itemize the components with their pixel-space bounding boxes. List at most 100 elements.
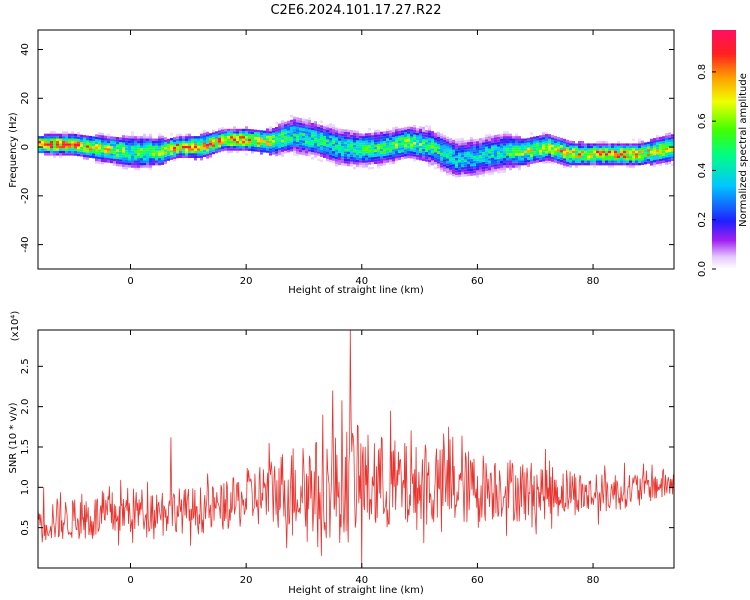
heatmap-cell (251, 151, 254, 154)
heatmap-cell (560, 147, 563, 150)
heatmap-cell (206, 153, 209, 157)
heatmap-cell (59, 136, 62, 139)
heatmap-cell (665, 138, 668, 141)
heatmap-cell (350, 159, 353, 162)
heatmap-cell (515, 133, 518, 137)
heatmap-cell (164, 149, 167, 152)
heatmap-cell (437, 131, 440, 135)
heatmap-cell (227, 133, 230, 137)
heatmap-cell (74, 133, 77, 137)
x-tick-label: 80 (587, 575, 600, 586)
heatmap-cell (128, 138, 131, 141)
heatmap-cell (293, 136, 296, 139)
heatmap-cell (452, 142, 455, 145)
heatmap-cell (434, 149, 437, 153)
heatmap-cell (671, 158, 674, 162)
heatmap-cell (65, 136, 68, 139)
heatmap-cell (524, 148, 527, 151)
heatmap-cell (128, 145, 131, 148)
heatmap-cell (500, 138, 503, 142)
heatmap-cell (527, 159, 530, 163)
heatmap-cell (659, 163, 662, 167)
heatmap-cell (293, 126, 296, 129)
heatmap-cell (611, 145, 614, 149)
heatmap-cell (410, 129, 413, 132)
heatmap-cell (77, 134, 80, 137)
heatmap-cell (38, 136, 41, 139)
heatmap-cell (359, 165, 362, 168)
heatmap-cell (509, 136, 512, 139)
heatmap-cell (155, 150, 158, 154)
heatmap-cell (338, 148, 341, 151)
heatmap-cell (470, 161, 473, 164)
heatmap-cell (632, 155, 635, 159)
heatmap-cell (59, 145, 62, 149)
heatmap-cell (101, 154, 104, 158)
heatmap-cell (392, 134, 395, 138)
heatmap-cell (572, 148, 575, 151)
heatmap-cell (437, 141, 440, 145)
heatmap-cell (200, 153, 203, 156)
heatmap-cell (194, 148, 197, 151)
heatmap-cell (185, 136, 188, 139)
heatmap-cell (425, 139, 428, 143)
heatmap-cell (341, 153, 344, 156)
heatmap-cell (146, 162, 149, 166)
heatmap-cell (392, 132, 395, 135)
heatmap-cell (353, 132, 356, 136)
heatmap-cell (428, 137, 431, 141)
heatmap-cell (182, 148, 185, 151)
heatmap-cell (107, 158, 110, 161)
heatmap-cell (509, 158, 512, 161)
heatmap-cell (242, 148, 245, 151)
heatmap-cell (569, 165, 572, 168)
heatmap-cell (365, 162, 368, 165)
heatmap-cell (86, 155, 89, 158)
heatmap-cell (257, 144, 260, 147)
heatmap-cell (353, 152, 356, 155)
heatmap-cell (56, 143, 59, 146)
heatmap-cell (620, 160, 623, 163)
heatmap-cell (218, 147, 221, 150)
heatmap-cell (548, 146, 551, 149)
heatmap-cell (314, 130, 317, 134)
heatmap-cell (77, 131, 80, 135)
heatmap-cell (185, 140, 188, 144)
heatmap-cell (182, 138, 185, 141)
heatmap-cell (143, 136, 146, 139)
heatmap-cell (80, 149, 83, 152)
heatmap-cell (659, 151, 662, 154)
heatmap-cell (146, 153, 149, 156)
heatmap-cell (62, 148, 65, 151)
heatmap-cell (410, 151, 413, 154)
heatmap-cell (545, 153, 548, 156)
heatmap-cell (194, 145, 197, 149)
heatmap-cell (560, 140, 563, 143)
heatmap-cell (155, 143, 158, 146)
heatmap-cell (98, 137, 101, 140)
heatmap-cell (407, 133, 410, 137)
heatmap-cell (377, 144, 380, 147)
heatmap-cell (110, 141, 113, 144)
heatmap-cell (335, 147, 338, 150)
heatmap-cell (92, 143, 95, 147)
heatmap-cell (194, 150, 197, 154)
heatmap-cell (368, 145, 371, 148)
heatmap-cell (410, 134, 413, 137)
heatmap-cell (503, 165, 506, 168)
heatmap-cell (164, 142, 167, 145)
heatmap-cell (275, 139, 278, 142)
heatmap-cell (575, 148, 578, 151)
heatmap-cell (314, 133, 317, 136)
heatmap-cell (335, 161, 338, 165)
heatmap-cell (281, 147, 284, 150)
heatmap-cell (503, 138, 506, 141)
heatmap-cell (608, 153, 611, 156)
heatmap-cell (584, 158, 587, 161)
heatmap-cell (473, 170, 476, 174)
heatmap-cell (365, 138, 368, 141)
heatmap-cell (176, 153, 179, 156)
heatmap-cell (386, 135, 389, 139)
heatmap-cell (416, 149, 419, 153)
